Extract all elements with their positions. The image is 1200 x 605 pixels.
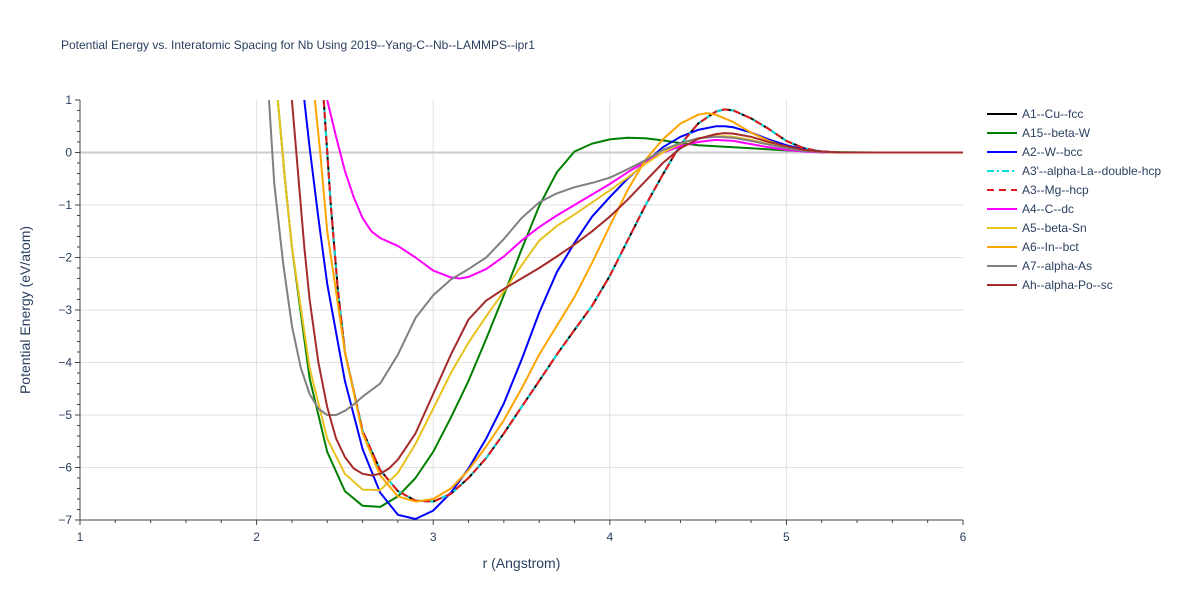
series-group [268,100,963,520]
legend-label: A1--Cu--fcc [1022,107,1083,121]
legend-label: A3--Mg--hcp [1022,183,1089,197]
x-axis-title: r (Angstrom) [483,555,561,571]
grid [80,100,963,520]
x-tick-label: 4 [606,530,613,544]
y-tick-label: −4 [58,356,72,370]
y-tick-label: 1 [65,93,72,107]
legend-label: A2--W--bcc [1022,145,1082,159]
series-line-3 [322,100,963,503]
legend-item[interactable]: A3'--alpha-La--double-hcp [987,164,1161,178]
series-line-5 [326,100,963,280]
y-axis-title: Potential Energy (eV/atom) [17,226,33,394]
x-tick-label: 2 [253,530,260,544]
series-line-4 [322,100,963,503]
y-tick-label: −2 [58,251,72,265]
chart-title: Potential Energy vs. Interatomic Spacing… [61,38,535,52]
x-tick-label: 6 [960,530,967,544]
y-tick-label: −3 [58,303,72,317]
y-tick-label: −6 [58,461,72,475]
x-tick-label: 3 [430,530,437,544]
y-tick-label: −5 [58,408,72,422]
y-tick-label: 0 [65,146,72,160]
y-tick-label: −1 [58,198,72,212]
series-line-7 [313,100,963,503]
legend-item[interactable]: A1--Cu--fcc [987,107,1083,121]
legend: A1--Cu--fcc A15--beta-W A2--W--bcc A3'--alp… [987,107,1161,292]
legend-label: A5--beta-Sn [1022,221,1087,235]
legend-item[interactable]: A15--beta-W [987,126,1091,140]
legend-item[interactable]: A5--beta-Sn [987,221,1087,235]
legend-item[interactable]: A6--In--bct [987,240,1079,254]
legend-label: A3'--alpha-La--double-hcp [1022,164,1161,178]
series-line-6 [276,100,963,492]
y-tick-label: −7 [58,513,72,527]
legend-item[interactable]: A4--C--dc [987,202,1074,216]
series-line-9 [290,100,963,477]
series-line-2 [303,100,963,520]
legend-label: A7--alpha-As [1022,259,1092,273]
series-line-1 [276,100,963,508]
series-line-8 [268,100,963,416]
x-tick-label: 1 [77,530,84,544]
legend-label: Ah--alpha-Po--sc [1022,278,1113,292]
legend-item[interactable]: A3--Mg--hcp [987,183,1089,197]
legend-item[interactable]: A2--W--bcc [987,145,1082,159]
legend-label: A4--C--dc [1022,202,1074,216]
legend-label: A15--beta-W [1022,126,1091,140]
legend-item[interactable]: Ah--alpha-Po--sc [987,278,1113,292]
x-tick-label: 5 [783,530,790,544]
legend-label: A6--In--bct [1022,240,1079,254]
legend-item[interactable]: A7--alpha-As [987,259,1092,273]
